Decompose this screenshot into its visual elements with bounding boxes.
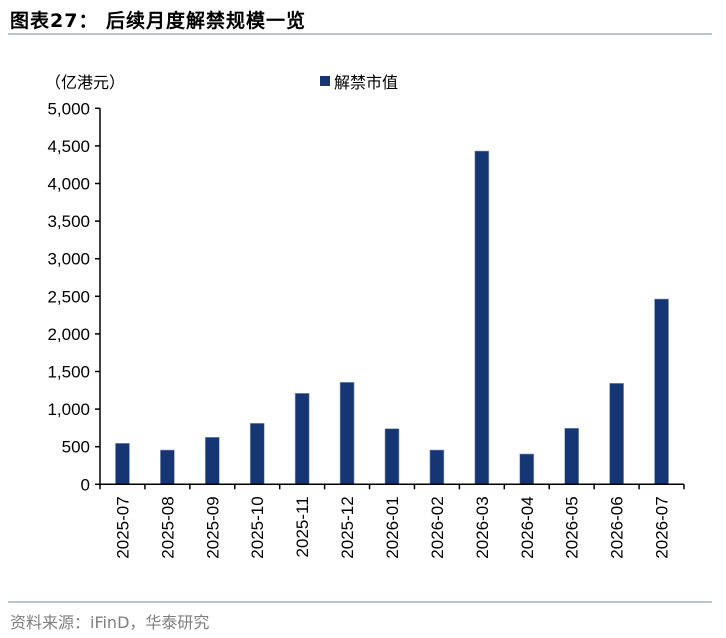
- x-tick-label: 2025-12: [338, 496, 357, 558]
- y-tick-label: 1,000: [47, 400, 90, 419]
- x-tick-label: 2025-08: [158, 496, 177, 558]
- y-axis-unit-label: （亿港元）: [45, 73, 126, 92]
- x-tick-label: 2025-09: [203, 496, 222, 558]
- x-tick-label: 2025-07: [113, 496, 132, 558]
- bar-2025-12: [339, 382, 355, 485]
- bar-2026-01: [384, 428, 400, 485]
- bar-2026-07: [654, 298, 669, 485]
- y-tick-label: 1,500: [47, 363, 90, 382]
- bar-2025-09: [205, 436, 220, 485]
- bar-2025-11: [294, 393, 310, 485]
- y-axis: 0 500 1,000 1,500 2,000 2,500 3,000 3,500 4,000 4…: [47, 99, 101, 494]
- bar-2026-03: [474, 150, 490, 485]
- x-tick-label: 2025-10: [248, 496, 267, 558]
- x-tick-label: 2026-04: [518, 496, 537, 558]
- source-note: 资料来源：iFinD，华泰研究: [10, 613, 210, 632]
- y-tick-label: 0: [81, 475, 90, 494]
- legend-label: 解禁市值: [334, 73, 399, 92]
- x-tick-label: 2026-05: [563, 496, 582, 558]
- y-tick-label: 500: [62, 438, 90, 457]
- legend: 解禁市值: [320, 69, 398, 93]
- y-tick-label: 2,000: [47, 325, 90, 344]
- x-axis: 2025-07 2025-08 2025-09 2025-10 2025-11 2025-…: [99, 483, 685, 559]
- chart-title: 图表27： 后续月度解禁规模一览: [10, 10, 307, 32]
- y-tick-label: 5,000: [47, 99, 90, 118]
- bar-2026-06: [609, 383, 624, 485]
- source-divider: [8, 601, 712, 603]
- y-tick-label: 3,500: [47, 212, 90, 231]
- y-tick-label: 2,500: [47, 287, 90, 306]
- bar-2026-02: [429, 449, 445, 485]
- x-tick-label: 2026-02: [428, 496, 447, 558]
- y-tick-label: 4,500: [47, 137, 90, 156]
- x-tick-label: 2025-11: [293, 496, 312, 557]
- title-divider: [8, 33, 712, 35]
- bar-2026-05: [564, 427, 579, 485]
- y-tick-label: 4,000: [47, 175, 90, 194]
- y-tick-label: 3,000: [47, 250, 90, 269]
- x-tick-label: 2026-03: [473, 496, 492, 558]
- bar-2025-10: [249, 423, 265, 485]
- bar-2025-07: [115, 443, 130, 485]
- bar-2025-08: [160, 449, 175, 485]
- legend-swatch-icon: [320, 76, 330, 86]
- bar-2026-04: [519, 453, 535, 485]
- bars: [115, 150, 669, 485]
- x-tick-label: 2026-07: [653, 496, 672, 558]
- x-tick-label: 2026-01: [383, 496, 402, 558]
- x-tick-label: 2026-06: [608, 496, 627, 558]
